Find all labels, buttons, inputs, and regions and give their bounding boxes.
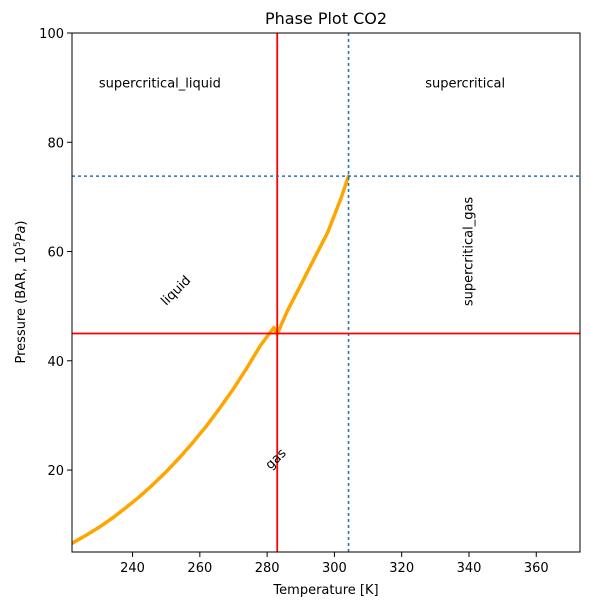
- y-tick-label: 80: [47, 136, 64, 151]
- x-tick-label: 360: [524, 561, 549, 576]
- x-tick-label: 340: [457, 561, 482, 576]
- y-tick-label: 60: [47, 246, 64, 261]
- x-tick-label: 280: [255, 561, 280, 576]
- series-line-0: [72, 174, 351, 546]
- y-axis-label-superscript: 5: [13, 241, 23, 247]
- plot-frame: [71, 32, 581, 553]
- chart-title: Phase Plot CO2: [265, 9, 387, 28]
- x-tick-label: 320: [389, 561, 414, 576]
- plot-area: 240 260 280 300 320 340 360 20 40 60 80 100 supercri…: [39, 27, 581, 576]
- y-tick-label: 100: [39, 27, 64, 42]
- region-annotation: supercritical_gas: [461, 197, 476, 307]
- y-axis-label-main: Pressure (BAR, 10: [14, 247, 29, 363]
- x-tick-label: 240: [120, 561, 145, 576]
- y-tick-label: 20: [47, 464, 64, 479]
- region-annotation: supercritical: [425, 77, 505, 92]
- y-axis-label: Pressure (BAR, 105Pa): [13, 221, 29, 364]
- x-axis-label: Temperature [K]: [272, 583, 378, 598]
- x-tick-label: 300: [322, 561, 347, 576]
- y-axis-label-close: ): [14, 221, 29, 226]
- x-tick-label: 260: [187, 561, 212, 576]
- region-annotation: supercritical_liquid: [99, 77, 221, 92]
- y-axis-label-unit: Pa: [14, 226, 29, 242]
- y-tick-label: 40: [47, 355, 64, 370]
- region-annotation: liquid: [158, 273, 194, 309]
- region-annotation: gas: [263, 446, 290, 473]
